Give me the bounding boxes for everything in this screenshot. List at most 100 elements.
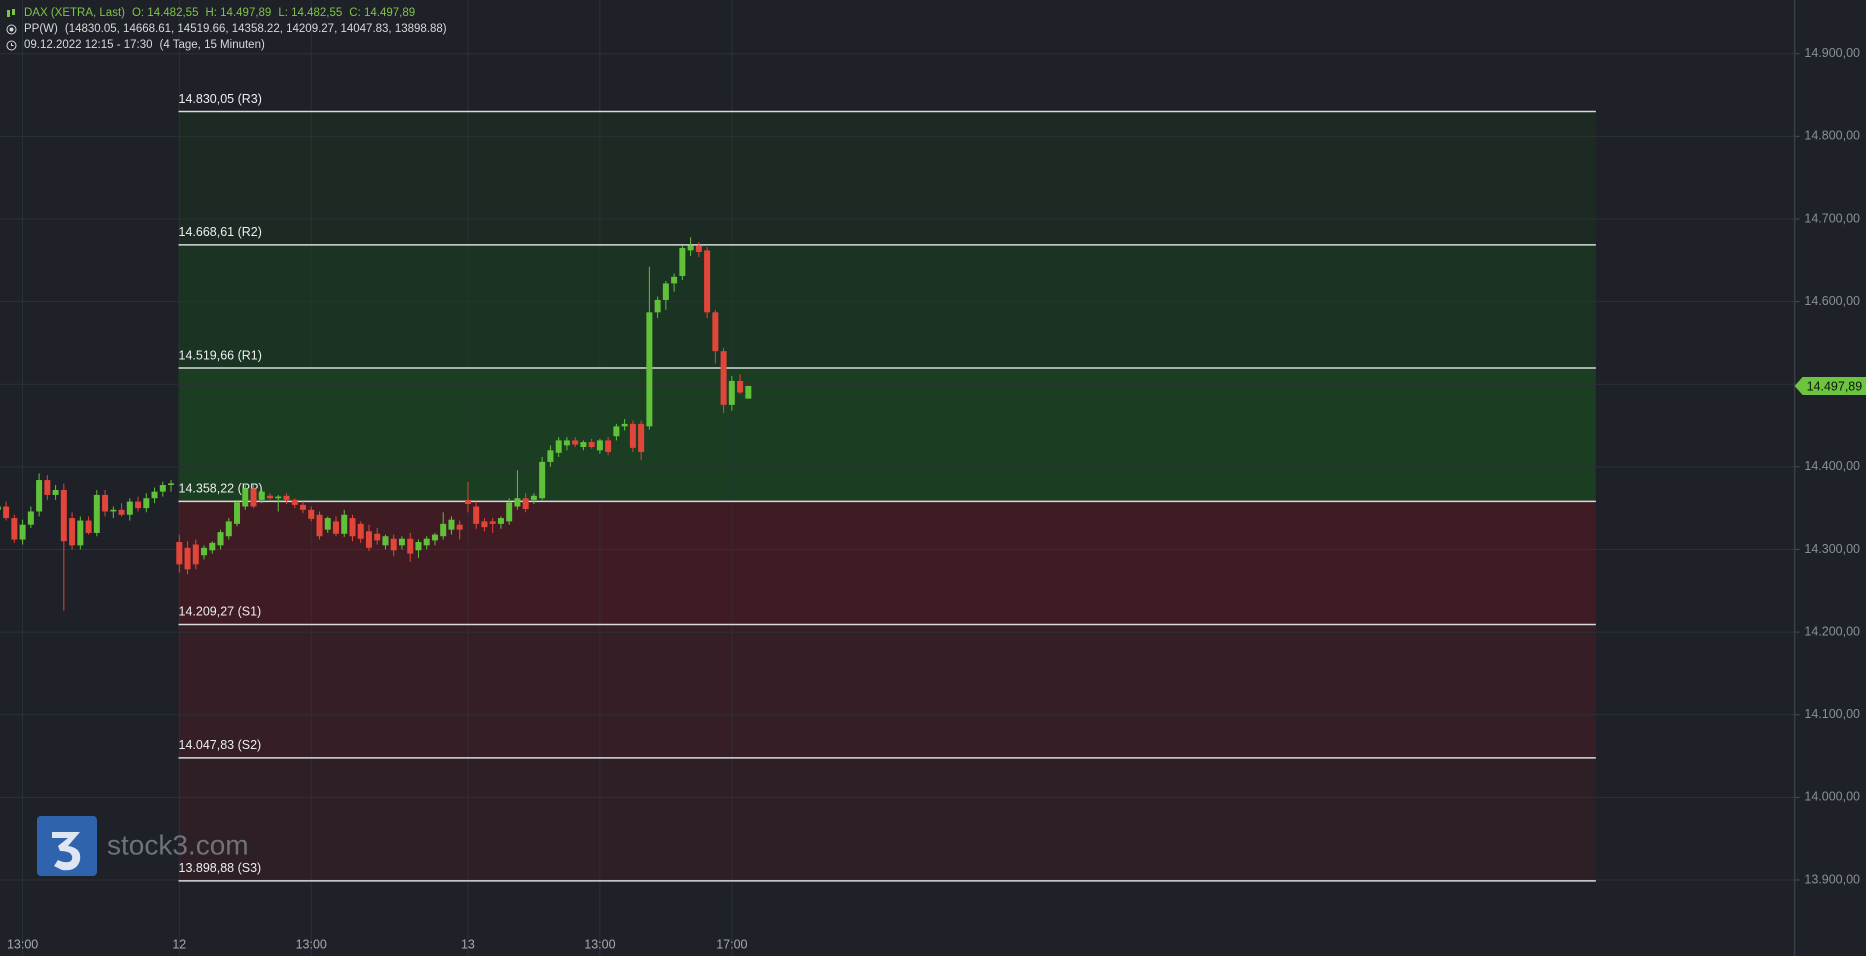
y-tick-label: 14.400,00 <box>1804 459 1860 473</box>
candle-body <box>456 524 463 530</box>
candle-body <box>85 520 92 533</box>
candle-body <box>332 521 339 534</box>
candle-body <box>176 542 183 565</box>
pivot-label: 14.047,83 (S2) <box>179 738 262 752</box>
candle-body <box>27 511 34 525</box>
header: DAX (XETRA, Last) O: 14.482,55 H: 14.497… <box>6 5 447 53</box>
candle-body <box>539 461 546 499</box>
watermark-logo <box>37 816 97 876</box>
pivot-label: 14.668,61 (R2) <box>179 225 262 239</box>
candle-body <box>242 488 249 507</box>
candle-body <box>704 250 711 313</box>
candle-body <box>481 521 488 528</box>
candle-body <box>3 506 10 519</box>
candle-body <box>473 506 480 524</box>
candle-body <box>679 247 686 276</box>
instrument: DAX (XETRA, Last) <box>24 7 125 19</box>
candle-body <box>217 532 224 546</box>
candle-body <box>299 504 306 510</box>
candle-body <box>530 495 537 500</box>
period: 09.12.2022 12:15 - 17:30 <box>24 39 153 51</box>
candle-body <box>143 498 150 509</box>
candle-body <box>431 534 438 541</box>
candle-body <box>250 488 257 507</box>
candle-body <box>737 380 744 393</box>
candle-body <box>605 440 612 452</box>
candle-body <box>93 494 100 533</box>
header-row: PP(W) (14830.05, 14668.61, 14519.66, 143… <box>6 21 447 37</box>
candle-body <box>555 440 562 453</box>
pivot-zone <box>178 757 1596 881</box>
indicator-icon[interactable] <box>6 24 17 35</box>
header-row: DAX (XETRA, Last) O: 14.482,55 H: 14.497… <box>6 5 447 21</box>
ohlc-low: L: 14.482,55 <box>278 7 343 19</box>
candle-body <box>596 440 603 451</box>
candle-body <box>69 518 76 546</box>
indicator-values: (14830.05, 14668.61, 14519.66, 14358.22,… <box>64 23 447 35</box>
clock-icon <box>6 40 17 50</box>
y-tick-label: 14.000,00 <box>1804 790 1860 804</box>
candle-body <box>497 518 504 524</box>
candle-body <box>341 514 348 534</box>
candle-body <box>662 283 669 300</box>
candle-body <box>580 442 587 448</box>
candle-body <box>654 299 661 313</box>
pivot-label: 14.209,27 (S1) <box>179 605 262 619</box>
candle-body <box>52 489 59 495</box>
candle-body <box>308 509 315 519</box>
x-tick-label: 13 <box>461 937 475 951</box>
candle-body <box>728 380 735 405</box>
x-tick-label: 13:00 <box>7 937 38 951</box>
x-tick-label: 17:00 <box>716 937 747 951</box>
candle-body <box>374 533 381 541</box>
y-tick-label: 14.600,00 <box>1804 294 1860 308</box>
candle-body <box>464 499 471 505</box>
candle-body <box>184 547 191 570</box>
ohlc-high: H: 14.497,89 <box>205 7 272 19</box>
pivot-zone <box>178 111 1596 245</box>
candle-body <box>506 502 513 522</box>
header-row: 09.12.2022 12:15 - 17:30 (4 Tage, 15 Min… <box>6 37 447 53</box>
candle-body <box>448 519 455 530</box>
candle-body <box>489 521 496 524</box>
y-tick-label: 14.300,00 <box>1804 542 1860 556</box>
candle-body <box>720 351 727 405</box>
pivot-label: 14.830,05 (R3) <box>179 92 262 106</box>
candle-body <box>613 426 620 437</box>
candle-body <box>102 494 109 512</box>
candle-body <box>638 423 645 452</box>
candle-body <box>695 245 702 253</box>
pivot-label: 13.898,88 (S3) <box>179 861 262 875</box>
y-tick-label: 14.200,00 <box>1804 624 1860 638</box>
candle-body <box>563 440 570 446</box>
candle-body <box>522 498 529 509</box>
candle-body <box>192 544 199 565</box>
candle-body <box>745 385 752 399</box>
y-tick-label: 14.900,00 <box>1804 46 1860 60</box>
candle-body <box>291 499 298 505</box>
candle-body <box>390 538 397 551</box>
y-tick-label: 14.100,00 <box>1804 707 1860 721</box>
y-tick-label: 14.800,00 <box>1804 129 1860 143</box>
candle-body <box>275 496 282 499</box>
candle-body <box>572 440 579 445</box>
candle-body <box>151 491 158 499</box>
candle-body <box>60 489 67 542</box>
candle-body <box>201 547 208 556</box>
candle-body <box>324 518 331 530</box>
candle-body <box>671 276 678 284</box>
candle-body <box>258 491 265 500</box>
candle-body <box>349 518 356 537</box>
candle-body <box>159 485 166 492</box>
candle-body <box>687 245 694 251</box>
candle-body <box>382 536 389 546</box>
candle-body <box>36 480 43 512</box>
indicator-name[interactable]: PP(W) <box>24 23 58 35</box>
candle-body <box>234 502 241 524</box>
y-tick-label: 14.700,00 <box>1804 211 1860 225</box>
candle-body <box>110 509 117 512</box>
candle-body <box>629 423 636 448</box>
candle-icon <box>7 8 15 17</box>
